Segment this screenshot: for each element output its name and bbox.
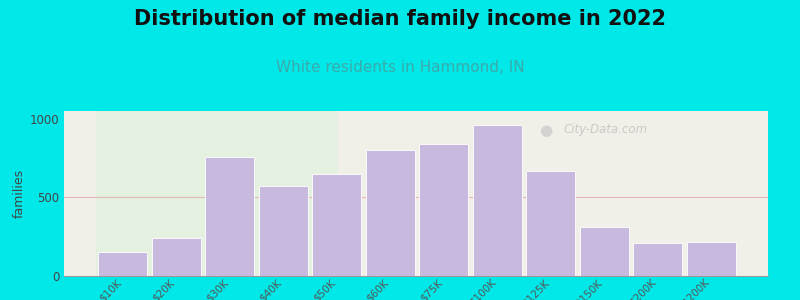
Bar [258, 186, 308, 276]
Text: City-Data.com: City-Data.com [564, 122, 648, 136]
Bar [98, 252, 147, 276]
Bar [686, 242, 736, 276]
Bar [473, 125, 522, 276]
Bar [152, 238, 201, 276]
Bar [526, 171, 575, 276]
Text: ●: ● [539, 122, 553, 137]
Bar [634, 243, 682, 276]
Text: White residents in Hammond, IN: White residents in Hammond, IN [276, 60, 524, 75]
Y-axis label: families: families [12, 169, 26, 218]
Bar [366, 150, 415, 276]
Bar [419, 144, 469, 276]
Bar [312, 174, 362, 276]
Bar [580, 227, 629, 276]
Bar [96, 111, 337, 276]
Bar [205, 158, 254, 276]
Text: Distribution of median family income in 2022: Distribution of median family income in … [134, 9, 666, 29]
